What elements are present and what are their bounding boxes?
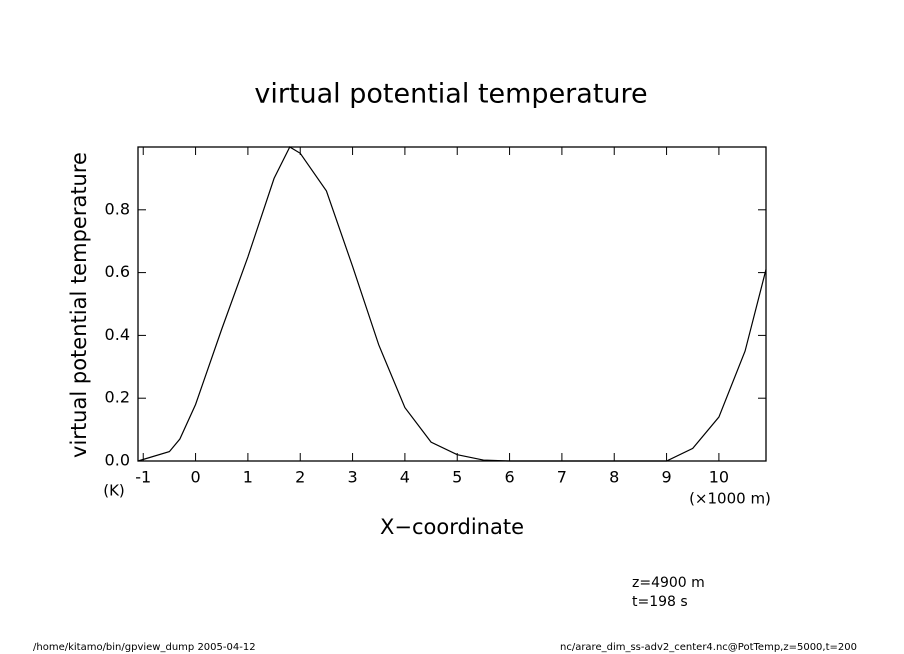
y-tick-label: 0.8 <box>105 199 130 218</box>
y-tick-label: 0.6 <box>105 262 130 281</box>
x-axis-label: X−coordinate <box>380 515 524 539</box>
x-tick-label: 6 <box>504 468 514 487</box>
x-tick-label: 9 <box>661 468 671 487</box>
x-tick-label: 4 <box>400 468 410 487</box>
plot-frame <box>137 146 767 462</box>
x-tick-label: 8 <box>609 468 619 487</box>
annotation: z=4900 m <box>632 575 705 591</box>
footer-left: /home/kitamo/bin/gpview_dump 2005-04-12 <box>33 642 256 653</box>
x-tick-label: 0 <box>190 468 200 487</box>
data-line <box>137 146 767 462</box>
y-tick-label: 0.4 <box>105 325 130 344</box>
y-tick-label: 0.2 <box>105 388 130 407</box>
x-tick-label: 5 <box>452 468 462 487</box>
footer-right: nc/arare_dim_ss-adv2_center4.nc@PotTemp,… <box>560 642 857 653</box>
x-tick-label: 1 <box>243 468 253 487</box>
y-axis-unit: (K) <box>103 482 125 500</box>
x-tick-label: 7 <box>557 468 567 487</box>
y-tick-label: 0.0 <box>105 451 130 470</box>
x-tick-label: 10 <box>709 468 729 487</box>
chart-title: virtual potential temperature <box>254 79 647 110</box>
y-axis-label: virtual potential temperature <box>67 152 91 458</box>
x-tick-label: 3 <box>347 468 357 487</box>
x-axis-unit: (×1000 m) <box>689 490 771 508</box>
annotation: t=198 s <box>632 594 688 610</box>
x-tick-label: -1 <box>135 468 151 487</box>
x-tick-label: 2 <box>295 468 305 487</box>
